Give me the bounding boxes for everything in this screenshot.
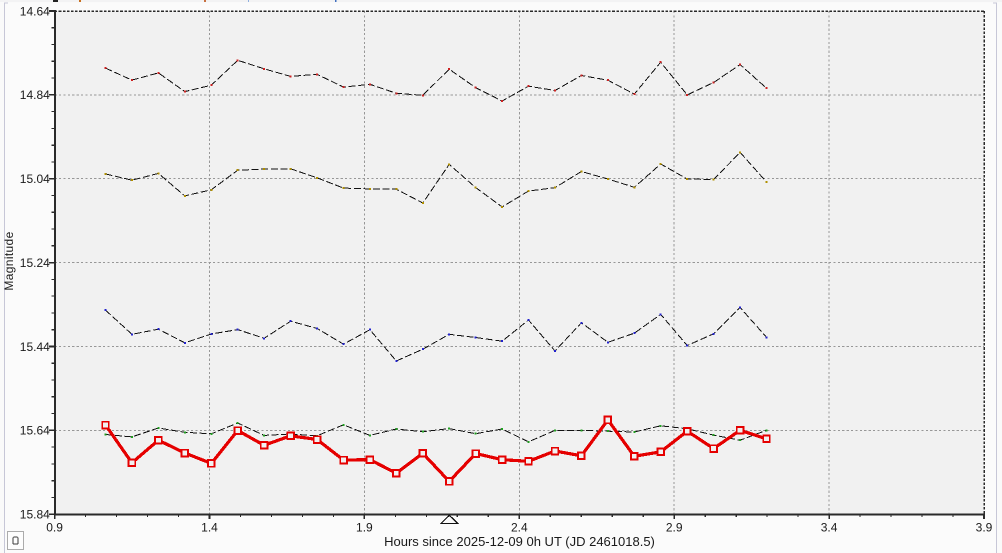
svg-text:1.9: 1.9	[356, 521, 373, 535]
svg-text:3.4: 3.4	[821, 521, 838, 535]
svg-text:15.64: 15.64	[20, 424, 50, 438]
svg-text:14.64: 14.64	[20, 4, 50, 18]
svg-text:Hours since 2025-12-09 0h UT (: Hours since 2025-12-09 0h UT (JD 2461018…	[384, 534, 655, 549]
svg-text:15.84: 15.84	[20, 508, 50, 522]
svg-text:Magnitude: Magnitude	[2, 231, 16, 290]
svg-text:15.24: 15.24	[20, 256, 50, 270]
svg-text:2.4: 2.4	[511, 521, 528, 535]
svg-text:15.04: 15.04	[20, 172, 50, 186]
svg-text:1.4: 1.4	[201, 521, 218, 535]
svg-text:14.84: 14.84	[20, 88, 50, 102]
svg-text:15.44: 15.44	[20, 340, 50, 354]
svg-text:2.9: 2.9	[666, 521, 683, 535]
svg-text:3.9: 3.9	[976, 521, 993, 535]
svg-text:0.9: 0.9	[46, 521, 63, 535]
